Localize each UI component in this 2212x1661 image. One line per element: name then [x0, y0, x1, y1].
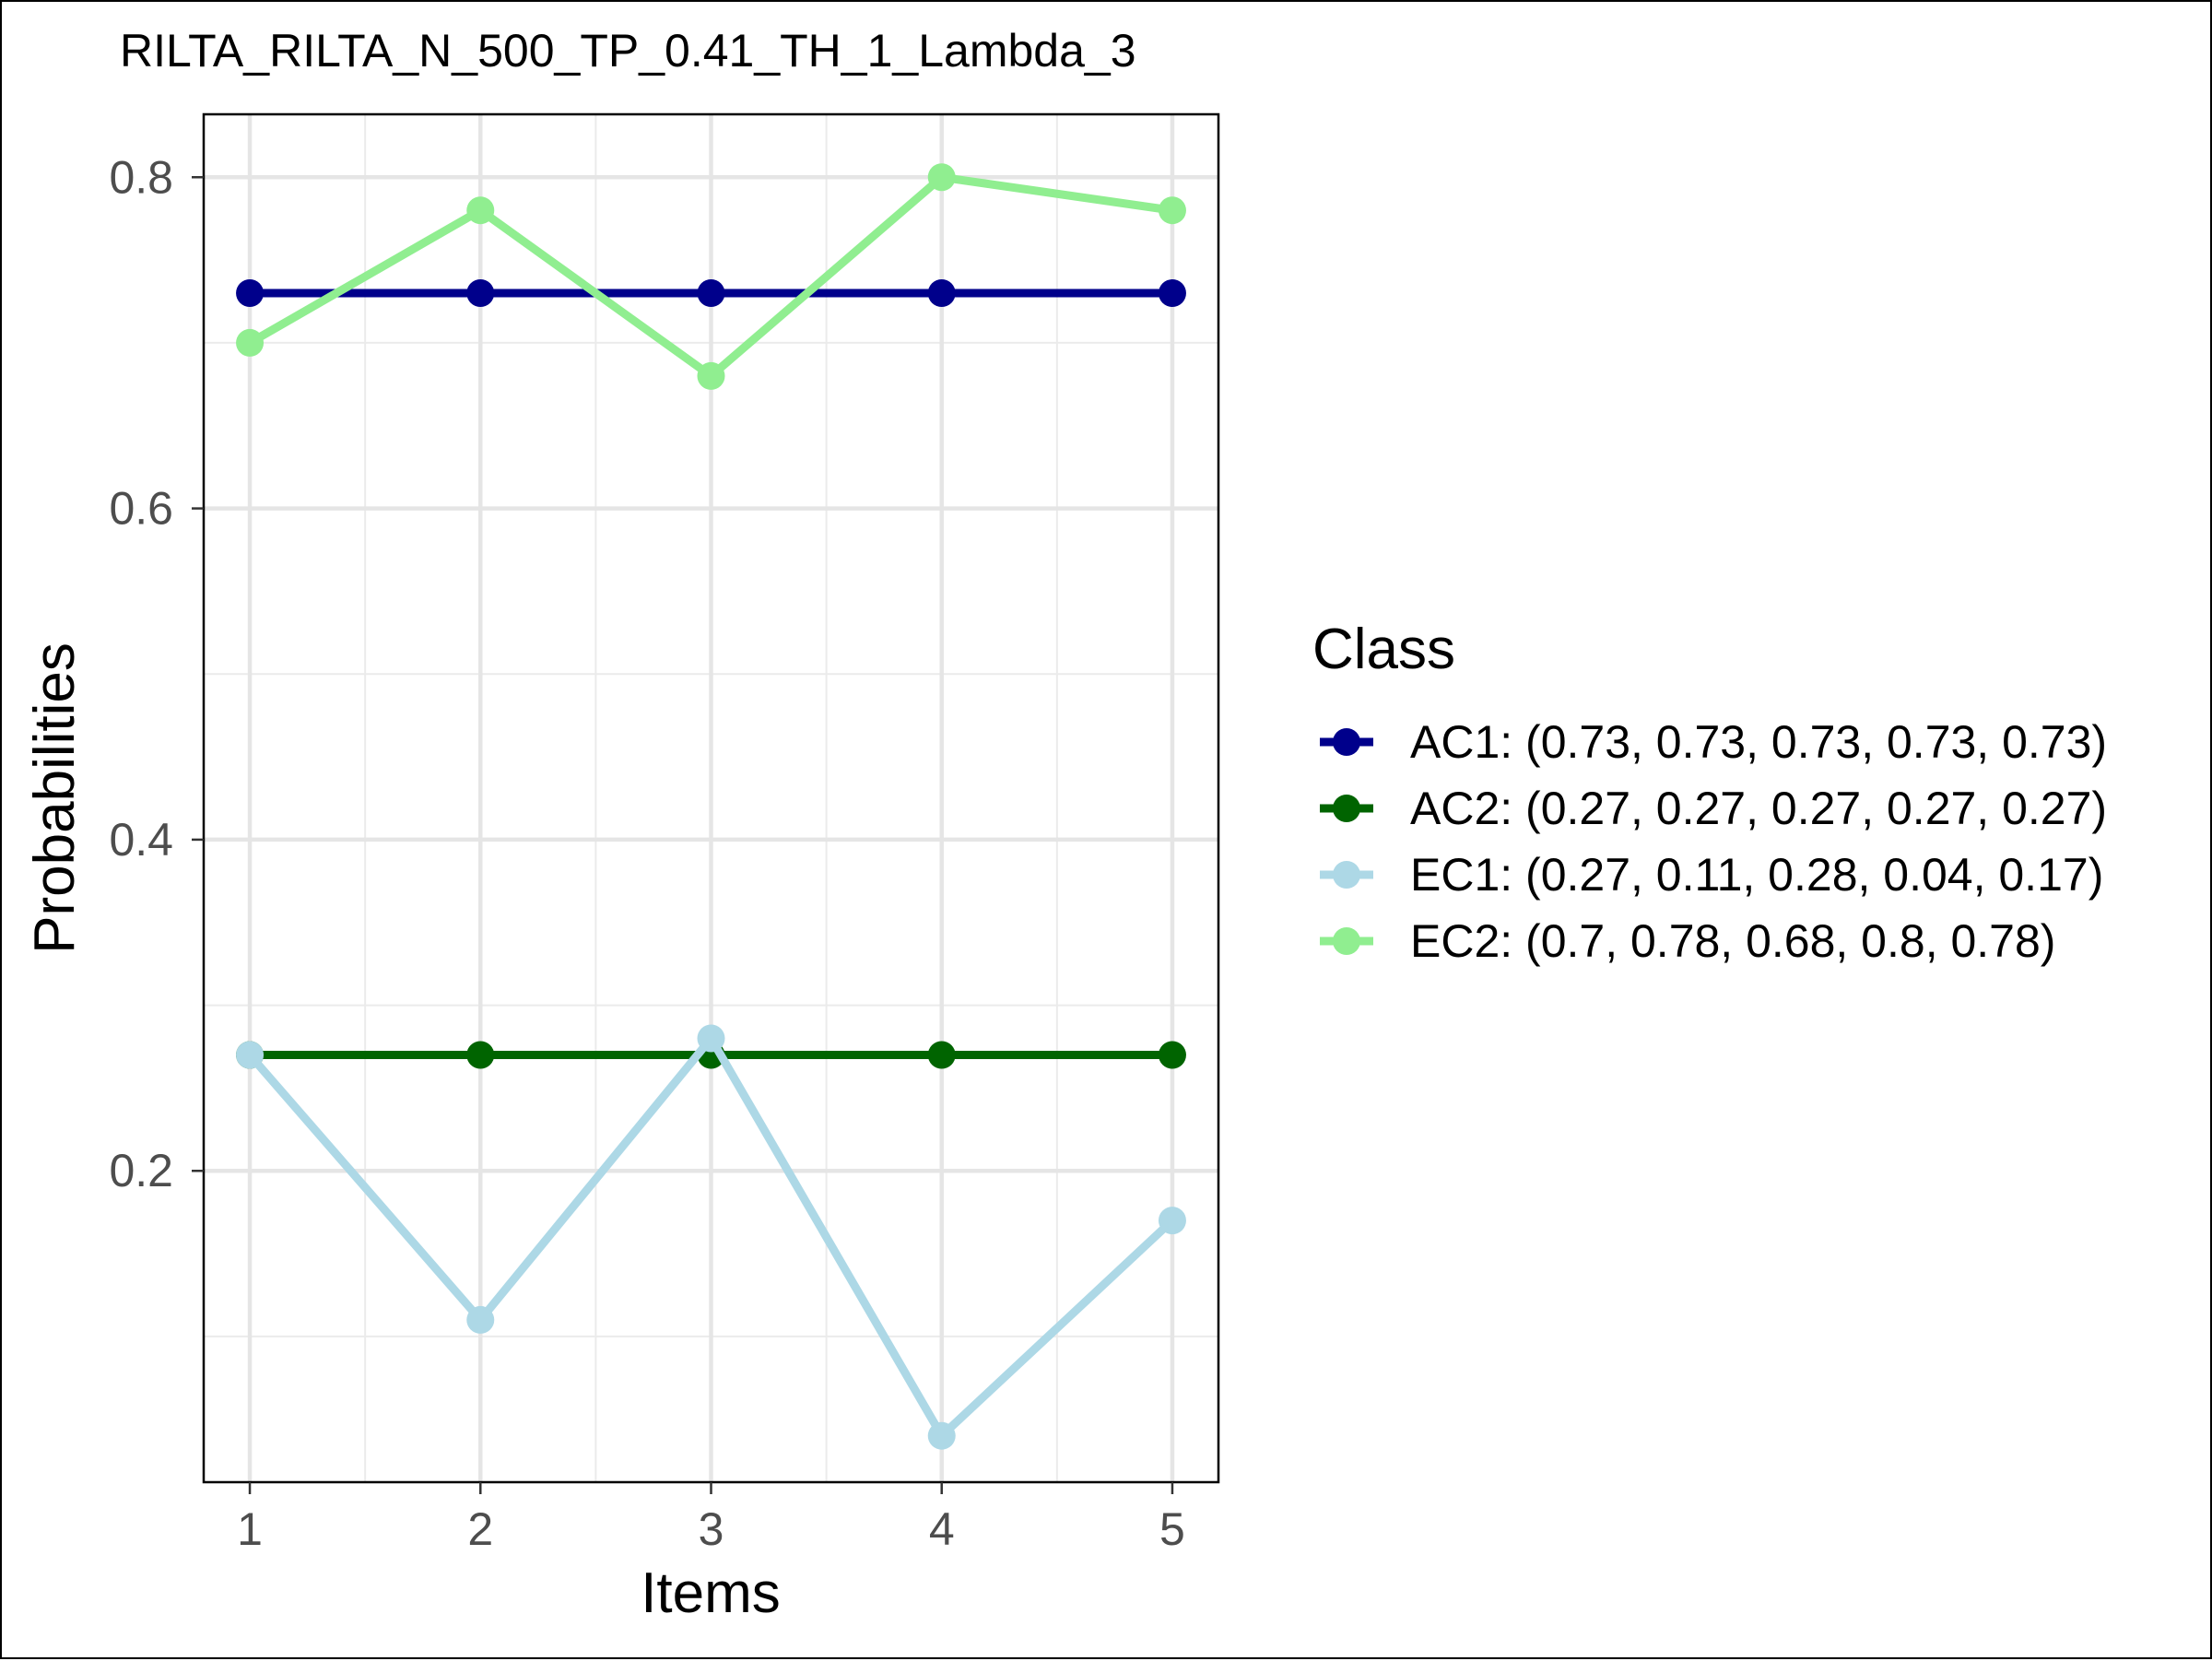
series-ec2 [236, 163, 1186, 390]
data-point-ac2 [1158, 1041, 1186, 1069]
data-point-ec2 [236, 328, 265, 357]
legend-item-ac1: AC1: (0.73, 0.73, 0.73, 0.73, 0.73) [1320, 716, 2107, 768]
data-point-ec2 [1158, 196, 1186, 225]
legend-label: EC2: (0.7, 0.78, 0.68, 0.8, 0.78) [1410, 915, 2055, 967]
data-point-ec1 [927, 1421, 956, 1450]
legend: Class AC1: (0.73, 0.73, 0.73, 0.73, 0.73… [1312, 618, 2107, 967]
data-point-ec2 [697, 361, 725, 390]
data-point-ec1 [236, 1041, 265, 1069]
y-tick-label: 0.4 [109, 814, 173, 866]
series-lines [236, 163, 1186, 1450]
legend-key-point [1333, 861, 1360, 889]
x-tick-label: 5 [1159, 1503, 1185, 1555]
data-point-ac1 [466, 279, 495, 308]
x-tick-label: 1 [237, 1503, 263, 1555]
data-point-ac1 [697, 279, 725, 308]
legend-key-point [1333, 927, 1360, 955]
data-point-ac1 [1158, 279, 1186, 308]
legend-key-point [1333, 795, 1360, 822]
legend-item-ec2: EC2: (0.7, 0.78, 0.68, 0.8, 0.78) [1320, 915, 2055, 967]
data-point-ac2 [927, 1041, 956, 1069]
legend-label: EC1: (0.27, 0.11, 0.28, 0.04, 0.17) [1410, 849, 2103, 901]
y-tick-label: 0.6 [109, 483, 173, 535]
chart-title: RILTA_RILTA_N_500_TP_0.41_TH_1_Lambda_3 [120, 25, 1136, 77]
x-tick-label: 3 [699, 1503, 724, 1555]
y-axis-label: Probabilities [23, 642, 87, 954]
grid-lines [204, 114, 1218, 1482]
x-tick-label: 2 [467, 1503, 493, 1555]
x-tick-label: 4 [929, 1503, 955, 1555]
data-point-ec1 [1158, 1207, 1186, 1235]
data-point-ac2 [466, 1041, 495, 1069]
x-axis-label: Items [641, 1561, 781, 1625]
data-point-ac1 [927, 279, 956, 308]
legend-item-ec1: EC1: (0.27, 0.11, 0.28, 0.04, 0.17) [1320, 849, 2103, 901]
y-tick-label: 0.8 [109, 151, 173, 203]
data-point-ac1 [236, 279, 265, 308]
data-point-ec2 [927, 163, 956, 192]
series-ac1 [236, 279, 1186, 308]
data-point-ec1 [466, 1305, 495, 1334]
legend-key-point [1333, 728, 1360, 756]
axis-ticks: 1 2 3 4 5 0.2 0.4 0.6 0.8 [109, 151, 1184, 1555]
legend-item-ac2: AC2: (0.27, 0.27, 0.27, 0.27, 0.27) [1320, 783, 2107, 834]
legend-title: Class [1312, 618, 1455, 681]
series-ec1 [236, 1024, 1186, 1450]
data-point-ec1 [697, 1024, 725, 1053]
data-point-ec2 [466, 196, 495, 225]
y-tick-label: 0.2 [109, 1145, 173, 1196]
legend-label: AC2: (0.27, 0.27, 0.27, 0.27, 0.27) [1410, 783, 2107, 834]
legend-label: AC1: (0.73, 0.73, 0.73, 0.73, 0.73) [1410, 716, 2107, 768]
legend-items: AC1: (0.73, 0.73, 0.73, 0.73, 0.73) AC2: … [1320, 716, 2107, 967]
